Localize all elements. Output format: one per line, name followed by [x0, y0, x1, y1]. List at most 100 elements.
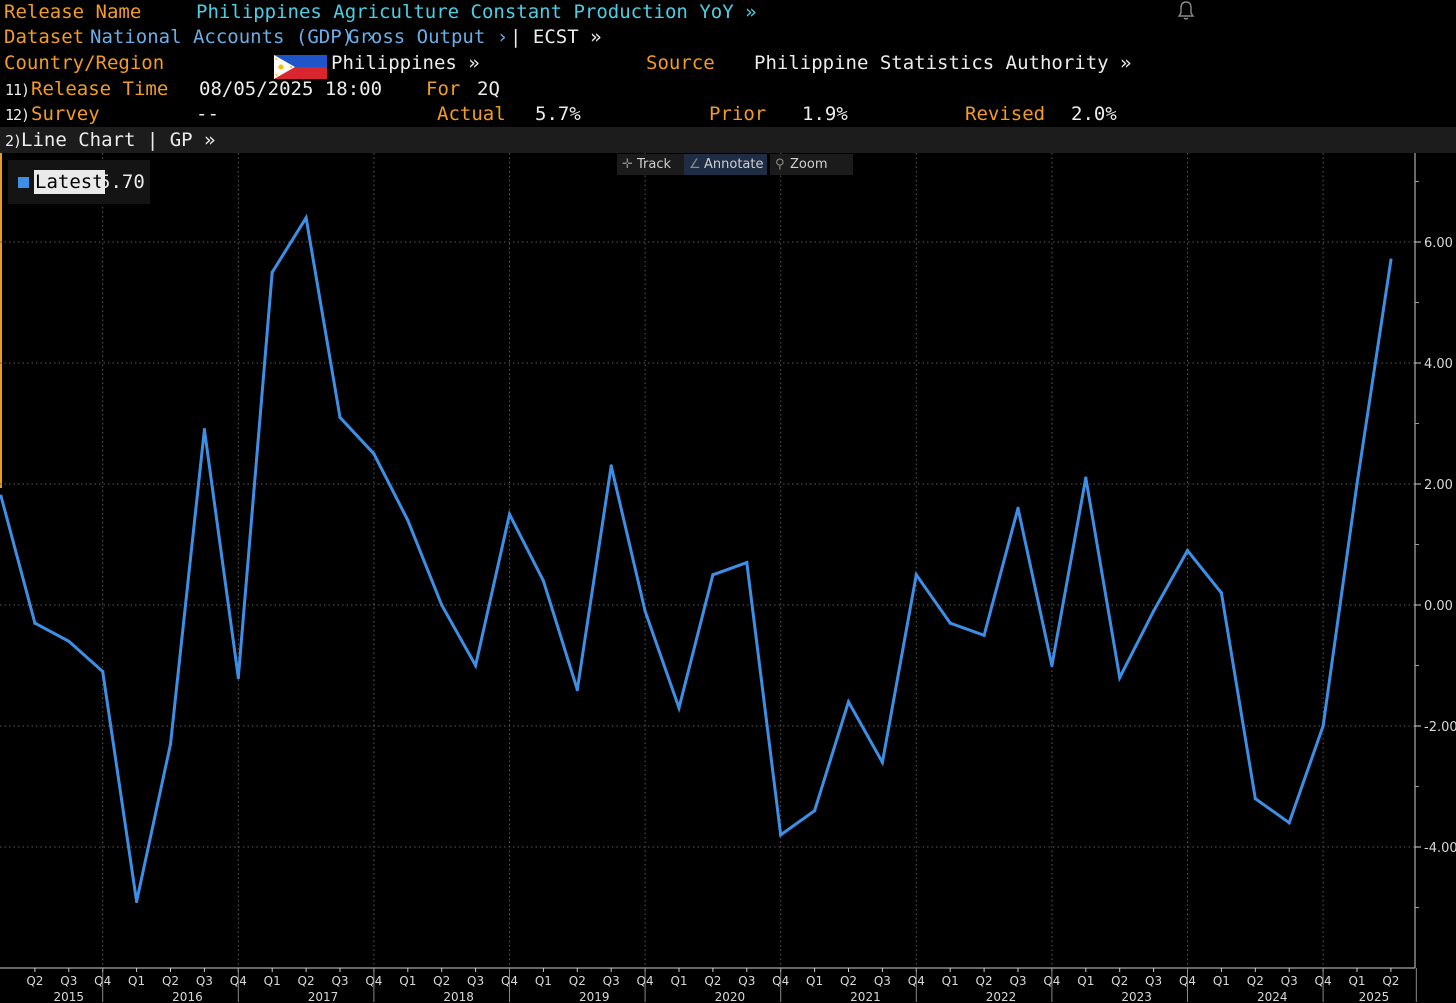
chart-type-menu[interactable]: Line Chart | GP »	[21, 129, 216, 151]
actual-label: Actual	[437, 103, 506, 125]
data-point	[440, 603, 444, 607]
data-point	[779, 833, 783, 837]
legend-series-label[interactable]: Latest	[34, 170, 105, 194]
annotate-button[interactable]: ∠ Annotate	[684, 154, 767, 175]
header-row-1: Release Name Philippines Agriculture Con…	[0, 0, 1456, 26]
annotate-label: Annotate	[704, 157, 764, 172]
x-quarter-label: Q1	[1348, 974, 1365, 988]
x-quarter-label: Q1	[535, 974, 552, 988]
x-quarter-label: Q1	[1077, 974, 1094, 988]
chart-bar-number: 2)	[5, 132, 22, 150]
x-quarter-label: Q3	[467, 974, 484, 988]
prior-value: 1.9%	[802, 103, 848, 125]
y-tick-label: -4.00	[1424, 841, 1456, 856]
x-quarter-label: Q3	[738, 974, 755, 988]
chart-title-bar: 2) Line Chart | GP »	[0, 127, 1456, 153]
data-point	[270, 270, 274, 274]
dataset-path-gross-output[interactable]: Gross Output ›	[348, 26, 509, 48]
x-quarter-label: Q1	[128, 974, 145, 988]
data-point	[372, 452, 376, 456]
x-quarter-label: Q2	[704, 974, 721, 988]
x-quarter-label: Q2	[26, 974, 43, 988]
x-quarter-label: Q2	[976, 974, 993, 988]
release-time-value: 08/05/2025 18:00	[199, 78, 383, 100]
x-quarter-label: Q1	[942, 974, 959, 988]
dataset-path-national-accounts[interactable]: National Accounts (GDP) ›	[90, 26, 376, 48]
zoom-label: Zoom	[790, 157, 828, 172]
y-tick-label: 4.00	[1424, 357, 1453, 372]
data-point	[880, 760, 885, 764]
x-quarter-label: Q1	[264, 974, 281, 988]
data-point	[406, 518, 410, 522]
data-point	[609, 464, 613, 468]
data-point	[541, 579, 546, 583]
data-point	[1287, 821, 1291, 825]
data-point	[1118, 676, 1122, 680]
x-quarter-label: Q3	[1281, 974, 1298, 988]
x-year-label: 2018	[443, 990, 474, 1003]
x-quarter-label: Q3	[874, 974, 891, 988]
revised-label: Revised	[965, 103, 1046, 125]
bell-icon[interactable]	[1176, 0, 1196, 22]
data-point	[1253, 797, 1257, 801]
header-row-2: Dataset National Accounts (GDP) › Gross …	[0, 25, 1456, 51]
x-quarter-label: Q2	[840, 974, 857, 988]
for-value: 2Q	[477, 78, 500, 100]
zoom-button[interactable]: ⚲ Zoom	[770, 154, 853, 175]
survey-label[interactable]: Survey	[31, 103, 100, 125]
data-point	[338, 415, 342, 420]
header-row-3: Country/Region Philippines » Source Phil…	[0, 51, 1456, 79]
data-point	[1050, 663, 1054, 668]
dataset-ecst[interactable]: | ECST »	[510, 26, 602, 48]
source-link[interactable]: Philippine Statistics Authority »	[754, 52, 1132, 74]
data-point	[101, 669, 105, 674]
data-point	[1152, 609, 1156, 613]
data-point	[474, 663, 478, 668]
data-point	[948, 621, 952, 625]
y-tick-label: -2.00	[1424, 720, 1456, 735]
revised-value: 2.0%	[1071, 103, 1117, 125]
data-point	[575, 688, 579, 692]
data-point	[0, 494, 3, 498]
release-time-number: 11)	[5, 81, 30, 99]
pencil-icon: ∠	[689, 157, 701, 172]
data-point	[1219, 591, 1223, 595]
data-point	[1389, 258, 1393, 262]
for-label: For	[426, 78, 461, 100]
survey-number: 12)	[5, 106, 30, 124]
x-quarter-label: Q3	[60, 974, 77, 988]
track-button[interactable]: ✛ Track	[617, 154, 703, 175]
x-year-label: 2024	[1257, 990, 1288, 1003]
legend-swatch	[18, 177, 29, 188]
data-point	[67, 639, 71, 643]
chart-legend[interactable]: Latest 5.70	[8, 160, 150, 204]
data-point	[304, 216, 308, 220]
survey-value: --	[196, 103, 219, 125]
data-point	[1355, 482, 1359, 486]
x-year-label: 2022	[986, 990, 1017, 1003]
data-point	[33, 621, 37, 625]
x-quarter-label: Q2	[569, 974, 586, 988]
philippines-flag-icon	[274, 55, 327, 79]
x-quarter-label: Q2	[1247, 974, 1264, 988]
x-quarter-label: Q1	[670, 974, 687, 988]
x-year-label: 2020	[715, 990, 746, 1003]
release-name-link[interactable]: Philippines Agriculture Constant Product…	[196, 1, 757, 23]
x-year-label: 2015	[54, 990, 85, 1003]
data-point	[1016, 506, 1020, 510]
release-time-label[interactable]: Release Time	[31, 78, 169, 100]
data-point	[507, 512, 512, 516]
data-point	[236, 676, 240, 680]
data-point	[982, 633, 986, 637]
data-point	[135, 899, 139, 904]
data-point	[168, 742, 173, 746]
x-quarter-label: Q3	[1009, 974, 1026, 988]
country-link[interactable]: Philippines »	[331, 52, 480, 74]
data-point	[643, 609, 647, 613]
magnifier-icon: ⚲	[775, 157, 785, 172]
x-quarter-label: Q2	[1111, 974, 1128, 988]
x-quarter-label: Q2	[433, 974, 450, 988]
track-label: Track	[637, 157, 672, 172]
line-chart[interactable]: 6.004.002.000.00-2.00-4.00 Q2 Q3 Q4 Q1 Q2 Q3 Q…	[0, 153, 1456, 1003]
crosshair-icon: ✛	[622, 157, 633, 172]
